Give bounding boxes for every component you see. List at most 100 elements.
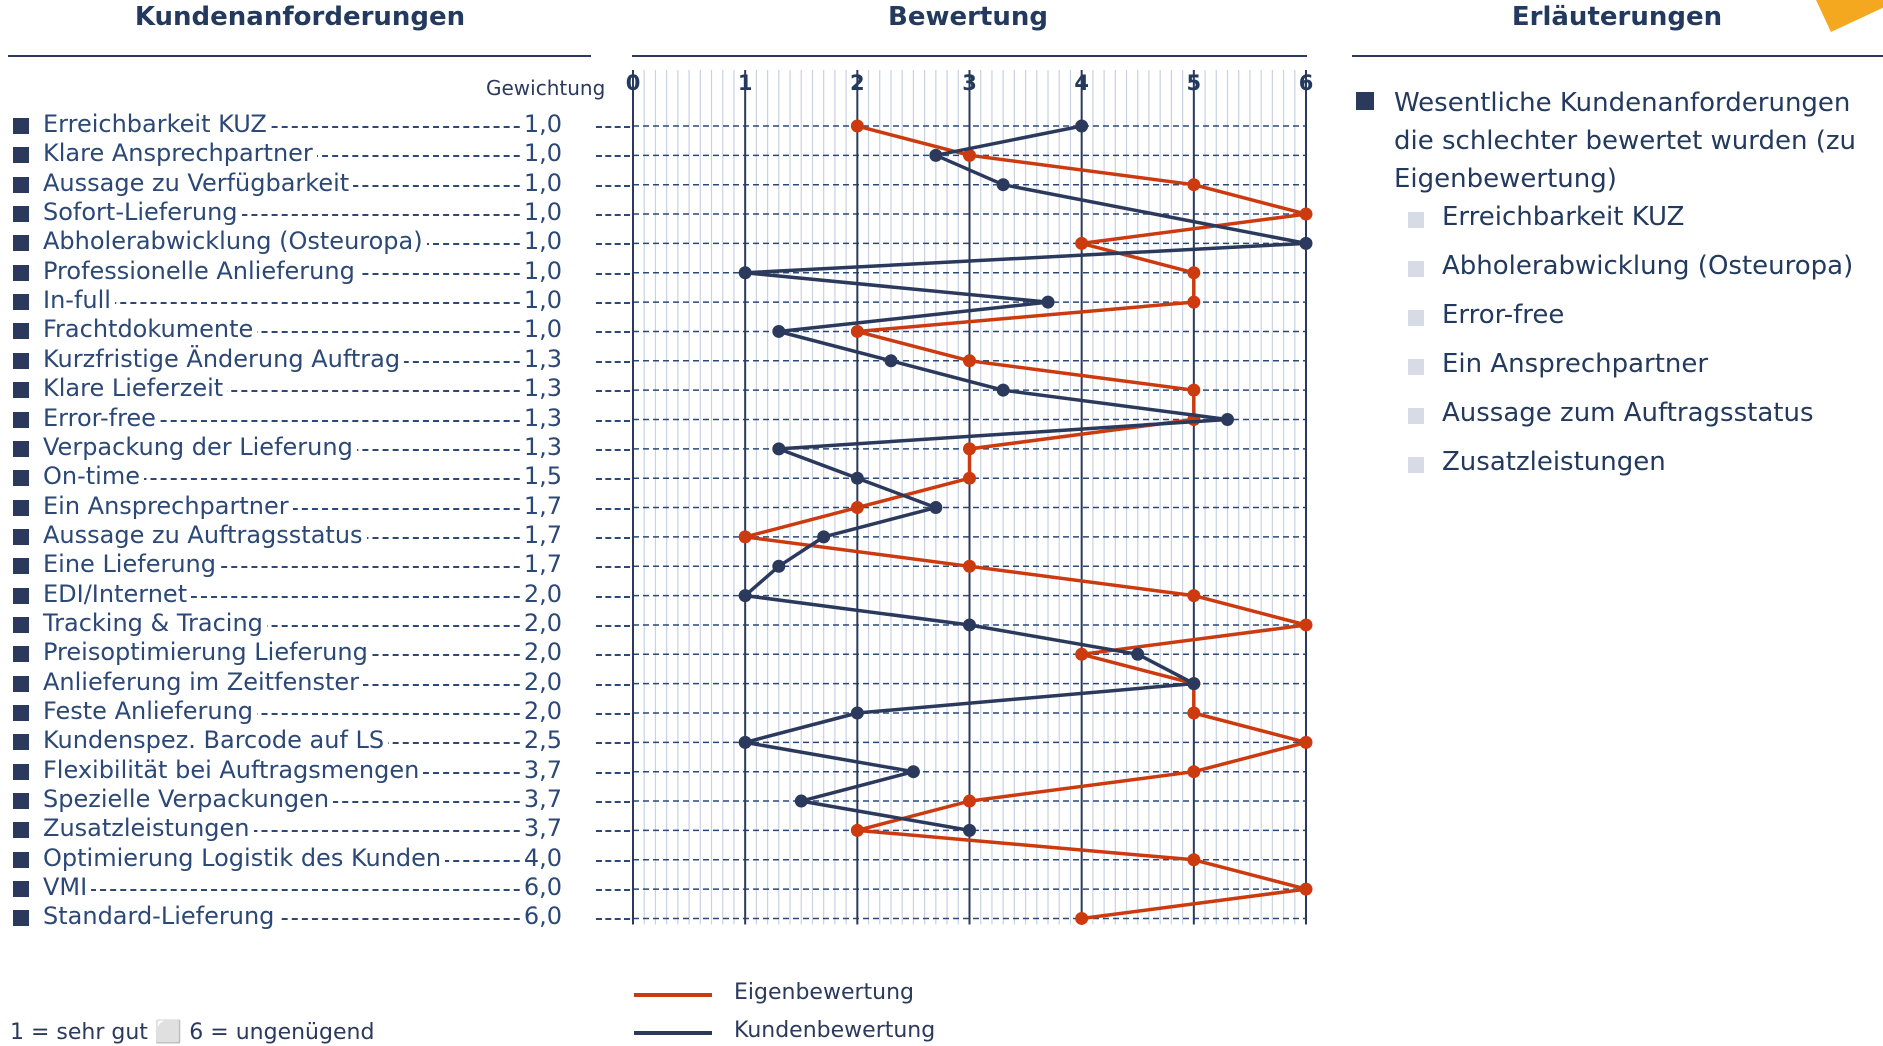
data-point-eigenbewertung: [963, 442, 976, 456]
leader-dots: [90, 331, 550, 334]
x-tick-label: 6: [1299, 71, 1314, 95]
data-point-kundenbewertung: [1131, 647, 1145, 661]
requirement-weight: 2,5: [521, 726, 562, 755]
requirement-bullet: [13, 323, 29, 340]
data-point-kundenbewertung: [794, 794, 808, 808]
row-connector: [596, 742, 630, 745]
row-connector: [596, 683, 630, 686]
row-connector: [596, 536, 630, 539]
data-point-eigenbewertung: [850, 823, 864, 837]
data-point-eigenbewertung: [738, 530, 752, 544]
requirement-label: On-time: [43, 462, 144, 491]
data-point-kundenbewertung: [850, 706, 864, 720]
data-point-kundenbewertung: [1041, 295, 1055, 309]
requirement-label: Klare Lieferzeit: [43, 374, 228, 403]
main-explanation: Wesentliche Kundenanforderungen die schl…: [1394, 88, 1857, 194]
row-connector: [596, 595, 630, 598]
data-point-eigenbewertung: [1187, 706, 1201, 720]
requirement-bullet: [13, 235, 29, 252]
requirement-row: Feste Anlieferung 2,0: [0, 697, 630, 728]
requirement-label: Eine Lieferung: [43, 550, 220, 579]
requirement-row: Professionelle Anlieferung 1,0: [0, 256, 630, 288]
requirement-weight: 6,0: [521, 902, 562, 931]
requirement-bullet: [13, 499, 29, 516]
leader-dots: [90, 390, 550, 393]
row-connector: [596, 830, 630, 833]
row-connector: [596, 272, 630, 275]
main-bullet: [1356, 92, 1374, 110]
requirement-label: Frachtdokumente: [43, 315, 258, 344]
data-point-kundenbewertung: [1075, 119, 1089, 133]
x-tick-label: 1: [738, 71, 753, 95]
data-point-kundenbewertung: [963, 823, 976, 837]
data-point-eigenbewertung: [850, 501, 864, 515]
requirement-weight: 1,0: [521, 286, 562, 315]
requirement-weight: 1,0: [521, 315, 562, 344]
data-point-kundenbewertung: [1220, 413, 1234, 426]
requirement-bullet: [13, 881, 29, 898]
requirement-bullet: [13, 646, 29, 663]
data-point-kundenbewertung: [850, 471, 864, 485]
requirement-bullet: [13, 528, 29, 545]
requirement-bullet: [13, 147, 29, 164]
requirement-weight: 2,0: [521, 579, 562, 608]
requirement-weight: 1,0: [521, 198, 562, 227]
leader-dots: [90, 566, 550, 569]
requirement-bullet: [13, 470, 29, 487]
requirement-label: VMI: [43, 873, 92, 902]
data-point-kundenbewertung: [738, 266, 752, 280]
data-point-kundenbewertung: [738, 735, 752, 749]
leader-dots: [90, 302, 550, 305]
data-point-eigenbewertung: [1187, 178, 1201, 192]
data-point-eigenbewertung: [850, 324, 864, 338]
sub-bullet: [1408, 408, 1424, 424]
requirement-weight: 1,0: [521, 168, 562, 197]
requirement-bullet: [13, 910, 29, 927]
right-column-title: Erläuterungen: [1511, 2, 1723, 32]
explanation-item: Error-free: [1408, 300, 1878, 336]
data-point-kundenbewertung: [1299, 236, 1313, 250]
series-line-eigenbewertung: [743, 124, 1308, 921]
data-point-eigenbewertung: [1299, 735, 1313, 749]
requirement-row: Kundenspez. Barcode auf LS 2,5: [0, 726, 630, 757]
data-point-kundenbewertung: [817, 530, 831, 544]
row-connector: [596, 155, 630, 158]
x-tick-label: 0: [626, 71, 641, 95]
requirement-row: Spezielle Verpackungen 3,7: [0, 785, 630, 816]
requirement-weight: 1,5: [521, 462, 562, 491]
requirement-weight: 3,7: [521, 785, 562, 814]
data-point-kundenbewertung: [996, 178, 1010, 192]
requirement-bullet: [13, 705, 29, 721]
requirement-bullet: [13, 793, 29, 810]
leader-dots: [90, 595, 550, 598]
data-point-eigenbewertung: [963, 794, 976, 808]
leader-dots: [90, 889, 550, 892]
explanation-item-text: Erreichbarkeit KUZ: [1442, 202, 1685, 232]
right-header-rule: [1352, 55, 1883, 57]
sub-bullet: [1408, 261, 1424, 277]
row-connector: [596, 771, 630, 774]
requirement-row: Optimierung Logistik des Kunden 4,0: [0, 843, 630, 875]
requirement-bullet: [13, 616, 29, 633]
sub-bullet: [1408, 310, 1424, 326]
requirement-label: Klare Ansprechpartner: [43, 139, 317, 168]
requirement-label: Tracking & Tracing: [43, 608, 267, 637]
requirement-weight: 1,3: [521, 432, 562, 461]
requirement-row: Standard-Lieferung 6,0: [0, 902, 630, 933]
leader-dots: [90, 713, 550, 715]
data-point-kundenbewertung: [963, 618, 976, 632]
explanation-item-text: Aussage zum Auftragsstatus: [1442, 398, 1814, 428]
requirement-label: Aussage zu Auftragsstatus: [43, 520, 367, 549]
requirement-label: Professionelle Anlieferung: [43, 256, 359, 285]
data-point-eigenbewertung: [1299, 207, 1313, 221]
row-connector: [596, 214, 630, 217]
requirement-bullet: [13, 763, 29, 780]
legend-label-kundenbewertung: Kundenbewertung: [734, 1018, 936, 1043]
requirement-weight: 1,3: [521, 374, 562, 403]
legend-line-eigenbewertung: [634, 993, 712, 997]
requirement-row: Error-free 1,3: [0, 403, 630, 435]
row-connector: [596, 801, 630, 804]
requirement-weight: 6,0: [521, 873, 562, 902]
requirement-weight: 2,0: [521, 638, 562, 667]
requirement-weight: 1,0: [521, 110, 562, 138]
